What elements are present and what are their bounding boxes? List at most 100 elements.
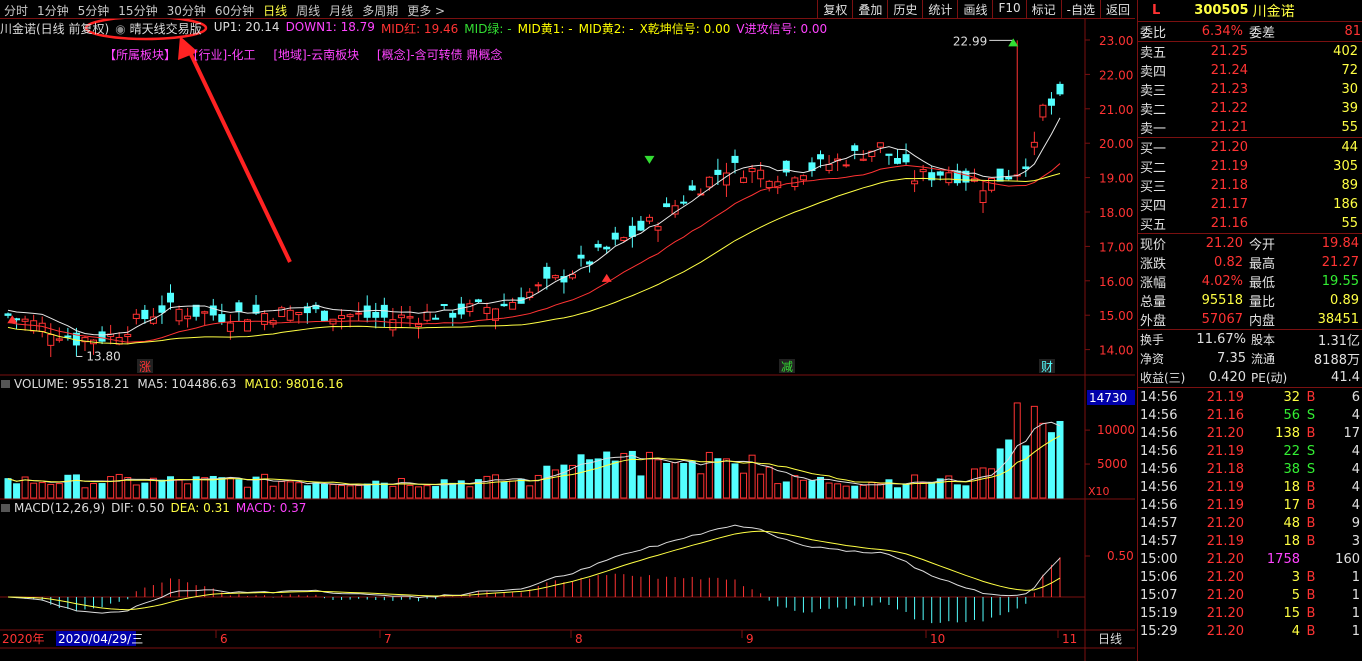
candle-body bbox=[184, 315, 192, 320]
volume-bar bbox=[645, 451, 653, 499]
period-tab-4[interactable]: 30分钟 bbox=[166, 4, 206, 18]
tick-volume: 5 bbox=[1291, 587, 1300, 603]
period-tab-0[interactable]: 分时 bbox=[4, 4, 29, 18]
v-signal-value: V进攻信号: 0.00 bbox=[736, 22, 828, 36]
period-tab-3[interactable]: 15分钟 bbox=[118, 4, 158, 18]
ask-volume: 72 bbox=[1341, 63, 1358, 78]
sector-region[interactable]: [地域]-云南板块 bbox=[273, 48, 360, 62]
sector-industry[interactable]: [行业]-化工 bbox=[193, 48, 256, 62]
tick-volume: 22 bbox=[1283, 443, 1300, 459]
tick-row: 14:57 21.19 18 B 3 bbox=[1138, 532, 1362, 550]
bid-volume: 305 bbox=[1333, 159, 1358, 174]
stat-label: 最低 bbox=[1249, 276, 1276, 291]
period-tab-6[interactable]: 日线 bbox=[263, 4, 288, 18]
top-toolbar: 分时 1分钟 5分钟 15分钟 30分钟 60分钟 日线 周线 月线 多周期 更多 > 复权 叠加 历史… bbox=[0, 0, 1135, 19]
period-tab-7[interactable]: 周线 bbox=[296, 4, 321, 18]
tick-side: B bbox=[1306, 389, 1316, 405]
price-axis-label: 22.00 bbox=[1099, 68, 1133, 82]
volume-bar bbox=[98, 483, 106, 499]
tick-side: S bbox=[1306, 461, 1316, 477]
toolbar-button-5[interactable]: F10 bbox=[992, 0, 1025, 19]
period-tab-2[interactable]: 5分钟 bbox=[77, 4, 110, 18]
quote-header: L 300505 川金诺 bbox=[1138, 0, 1362, 22]
kline-chart-area[interactable]: 23.00 22.00 21.00 20.00 19.00 18.00 17.00 16.00… bbox=[0, 0, 1137, 661]
volume-bar bbox=[415, 486, 423, 499]
stat-value: 0.89 bbox=[1330, 293, 1359, 308]
stat-value: 21.20 bbox=[1205, 236, 1243, 251]
period-tab-5[interactable]: 60分钟 bbox=[214, 4, 255, 18]
tick-count: 4 bbox=[1351, 497, 1360, 513]
tick-side: B bbox=[1306, 533, 1316, 549]
tick-row: 14:56 21.20 138 B 17 bbox=[1138, 424, 1362, 442]
toolbar-button-8[interactable]: 返回 bbox=[1099, 0, 1135, 19]
tick-time: 15:29 bbox=[1140, 623, 1178, 639]
candle-body bbox=[346, 314, 354, 318]
volume-bar bbox=[782, 481, 790, 499]
finance-value: 1.31亿 bbox=[1318, 334, 1360, 349]
candle-body bbox=[278, 307, 286, 318]
tick-volume: 15 bbox=[1283, 605, 1300, 621]
toolbar-button-4[interactable]: 画线 bbox=[957, 0, 992, 19]
tick-time: 15:00 bbox=[1140, 551, 1178, 567]
period-tab-9[interactable]: 多周期 bbox=[362, 4, 399, 18]
tick-row: 15:06 21.20 3 B 1 bbox=[1138, 568, 1362, 586]
tick-price: 21.19 bbox=[1206, 533, 1244, 549]
candle-body bbox=[842, 164, 850, 167]
candle-body bbox=[911, 180, 919, 185]
bid-row: 买一 21.20 44 bbox=[1138, 138, 1362, 157]
volume-bar bbox=[902, 484, 910, 499]
period-tab-1[interactable]: 1分钟 bbox=[37, 4, 69, 18]
candle-body bbox=[996, 168, 1004, 182]
candle-body bbox=[825, 163, 833, 171]
toolbar-button-2[interactable]: 历史 bbox=[887, 0, 922, 19]
candle-body bbox=[671, 205, 679, 215]
volume-bar bbox=[124, 476, 132, 499]
volume-bar bbox=[261, 473, 269, 499]
toolbar-button-7[interactable]: -自选 bbox=[1060, 0, 1100, 19]
period-tab-8[interactable]: 月线 bbox=[329, 4, 354, 18]
candle-body bbox=[611, 232, 619, 240]
candle-body bbox=[782, 160, 790, 173]
formula-selector[interactable]: ◉ 晴天线交易版 bbox=[115, 20, 208, 37]
volume-bar bbox=[534, 474, 542, 499]
bid-volume: 89 bbox=[1341, 178, 1358, 193]
candle-body bbox=[406, 316, 414, 319]
tick-row: 15:29 21.20 4 B 1 bbox=[1138, 622, 1362, 640]
candle-body bbox=[1047, 98, 1055, 106]
volume-bar bbox=[492, 474, 500, 499]
toolbar-button-1[interactable]: 叠加 bbox=[852, 0, 887, 19]
finance-value: 41.4 bbox=[1331, 370, 1360, 385]
stat-value: 95518 bbox=[1201, 293, 1243, 308]
tick-side: B bbox=[1306, 497, 1316, 513]
toolbar-button-0[interactable]: 复权 bbox=[817, 0, 852, 19]
volume-bar bbox=[466, 486, 474, 499]
volume-bar bbox=[175, 479, 183, 499]
sector-concept[interactable]: [概念]-含可转债 鼎概念 bbox=[376, 48, 503, 62]
volume-bar bbox=[363, 483, 371, 499]
toolbar-button-6[interactable]: 标记 bbox=[1025, 0, 1061, 19]
tick-volume: 3 bbox=[1291, 569, 1300, 585]
candle-body bbox=[979, 190, 987, 204]
finance-row: 换手 11.67% 股本 1.31亿 bbox=[1138, 330, 1362, 349]
tick-row: 14:56 21.19 22 S 4 bbox=[1138, 442, 1362, 460]
ask-label: 卖一 bbox=[1140, 122, 1167, 137]
tick-row: 14:56 21.19 18 B 4 bbox=[1138, 478, 1362, 496]
volume-bar bbox=[543, 465, 551, 499]
stat-value: 0.82 bbox=[1214, 255, 1243, 270]
volume-bar bbox=[842, 485, 850, 499]
finance-label: 股本 bbox=[1251, 333, 1276, 347]
candle-body bbox=[363, 305, 371, 318]
candle-body bbox=[919, 169, 927, 173]
sell-signal-icon bbox=[644, 155, 655, 164]
volume-bar bbox=[90, 483, 98, 499]
candle-body bbox=[303, 306, 311, 314]
volume-bar bbox=[320, 483, 328, 499]
tick-time: 14:56 bbox=[1140, 407, 1178, 423]
toolbar-button-3[interactable]: 统计 bbox=[922, 0, 957, 19]
period-tab-10[interactable]: 更多 > bbox=[407, 4, 446, 18]
finance-label: 流通 bbox=[1251, 352, 1276, 366]
bid-volume: 44 bbox=[1341, 140, 1358, 155]
candle-body bbox=[1005, 176, 1013, 180]
volume-bar bbox=[13, 483, 21, 499]
volume-bar bbox=[1005, 439, 1013, 499]
